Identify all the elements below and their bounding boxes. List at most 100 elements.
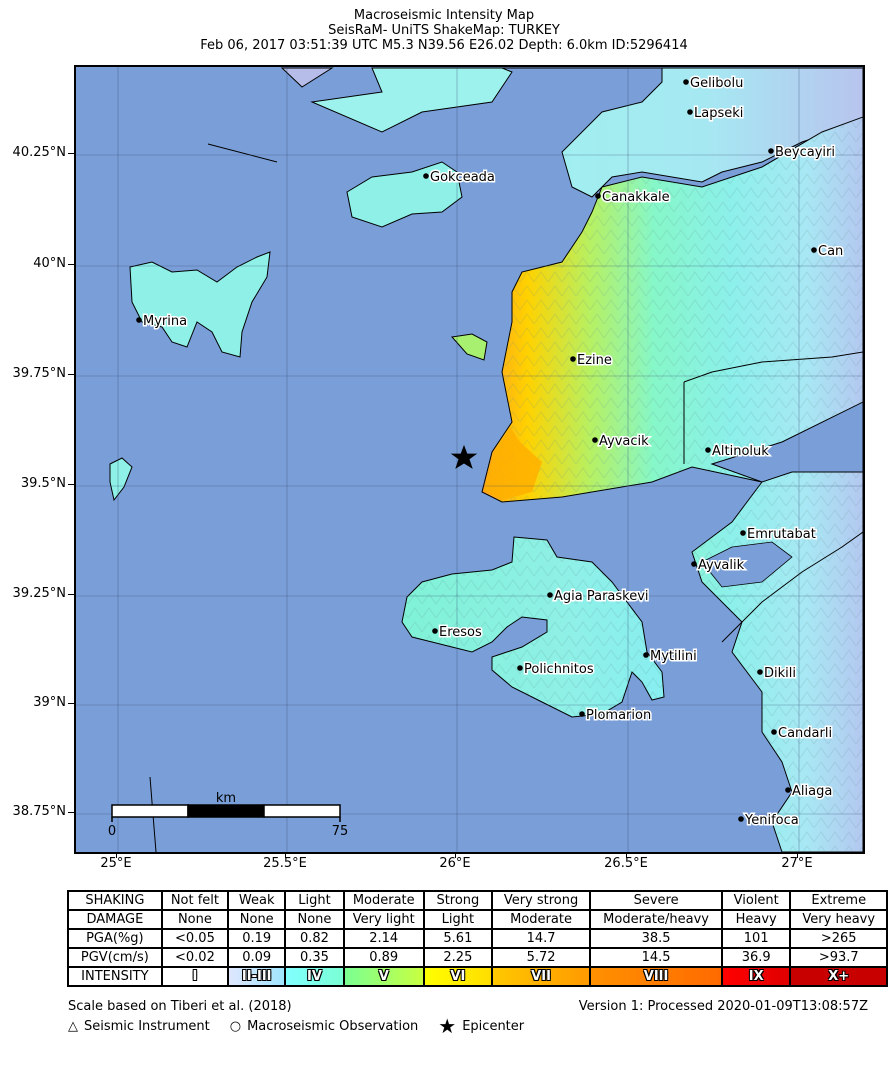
- legend-cell: Moderate/heavy: [589, 909, 723, 930]
- city-marker[interactable]: Ayvalik: [691, 557, 746, 575]
- legend-cell: None: [227, 909, 287, 930]
- city-marker[interactable]: Candarli: [771, 725, 834, 743]
- city-dot-icon: [683, 79, 689, 85]
- symbol-legend: △ Seismic Instrument ○ Macroseismic Observa…: [68, 1014, 538, 1038]
- city-marker[interactable]: Gokceada: [423, 169, 496, 187]
- city-label: Ayvacik: [599, 434, 649, 449]
- legend-row-label: INTENSITY: [67, 966, 163, 987]
- legend-cell: 5.61: [422, 928, 493, 949]
- city-marker[interactable]: Aliaga: [785, 783, 834, 801]
- lat-label: 40°N: [33, 256, 66, 271]
- lon-label: 27°E: [781, 856, 813, 871]
- title-line-2: SeisRaM- UniTS ShakeMap: TURKEY: [328, 23, 560, 38]
- land-north-islet: [280, 67, 334, 88]
- epicenter-star-icon[interactable]: [450, 444, 478, 469]
- lat-label: 39.5°N: [20, 476, 66, 491]
- city-marker[interactable]: Ezine: [570, 352, 613, 370]
- city-marker[interactable]: Agia Paraskevi: [547, 588, 650, 606]
- province-boundary: [721, 531, 863, 643]
- city-label: Canakkale: [602, 190, 670, 205]
- legend-cell: 0.35: [284, 947, 345, 968]
- relief-overlay: [402, 537, 664, 717]
- map-canvas: Gelibolu Lapseki Beycayiri Gokceada Canakkal…: [76, 67, 863, 852]
- lat-tick: [68, 703, 74, 704]
- city-dot-icon: [687, 109, 693, 115]
- city-marker[interactable]: Ayvacik: [592, 433, 651, 451]
- star-icon: ★: [438, 1014, 457, 1038]
- intensity-row: INTENSITY I II-III IV V VI VII VIII IX X+: [67, 966, 888, 987]
- city-marker[interactable]: Emrutabat: [740, 526, 817, 544]
- city-marker[interactable]: Can: [811, 243, 845, 261]
- city-marker[interactable]: Eresos: [432, 624, 483, 642]
- lon-tick: [455, 852, 456, 858]
- city-marker[interactable]: Polichnitos: [517, 661, 595, 679]
- city-dot-icon: [705, 447, 711, 453]
- city-dot-icon: [579, 711, 585, 717]
- land-agios-efstratios: [109, 457, 133, 502]
- intensity-swatch: V: [342, 966, 425, 987]
- lat-tick: [68, 153, 74, 154]
- relief-overlay: [482, 117, 863, 852]
- legend-cell: 2.14: [342, 928, 425, 949]
- city-dot-icon: [771, 729, 777, 735]
- city-label: Mytilini: [650, 649, 697, 664]
- legend-cell: 0.82: [284, 928, 345, 949]
- city-dot-icon: [136, 317, 142, 323]
- city-marker[interactable]: Myrina: [136, 313, 189, 331]
- intensity-vi-zone: [484, 427, 542, 500]
- symbol-label: Epicenter: [462, 1018, 525, 1034]
- city-dot-icon: [691, 561, 697, 567]
- symbol-label: Seismic Instrument: [84, 1018, 210, 1034]
- legend-cell: Very strong: [490, 890, 592, 911]
- city-dot-icon: [547, 592, 553, 598]
- legend-cell: 0.19: [227, 928, 287, 949]
- lat-tick: [68, 812, 74, 813]
- legend-cell: Moderate: [490, 909, 592, 930]
- legend-row: PGA(%g) <0.05 0.19 0.82 2.14 5.61 14.7 38.5 101 >…: [67, 928, 888, 949]
- city-marker[interactable]: Altinoluk: [705, 443, 771, 461]
- scale-unit: km: [216, 791, 236, 806]
- legend-cell: >93.7: [789, 947, 888, 968]
- intensity-swatch: X+: [789, 966, 888, 987]
- lat-tick: [68, 374, 74, 375]
- city-marker[interactable]: Lapseki: [687, 105, 745, 123]
- legend-row-label: DAMAGE: [67, 909, 163, 930]
- lon-tick: [797, 852, 798, 858]
- city-dot-icon: [811, 247, 817, 253]
- city-label: Dikili: [764, 666, 796, 681]
- lat-tick: [68, 484, 74, 485]
- city-marker[interactable]: Yenifoca: [738, 812, 800, 830]
- city-label: Gelibolu: [690, 76, 743, 91]
- lon-tick: [285, 852, 286, 858]
- land-lemnos: [129, 251, 271, 358]
- legend-cell: Severe: [589, 890, 723, 911]
- city-marker[interactable]: Beycayiri: [768, 144, 837, 162]
- city-dot-icon: [738, 816, 744, 822]
- city-dot-icon: [757, 669, 763, 675]
- legend-cell: Weak: [227, 890, 287, 911]
- city-marker[interactable]: Dikili: [757, 665, 798, 683]
- legend-cell: 5.72: [490, 947, 592, 968]
- land-bozcaada: [451, 333, 488, 361]
- intensity-legend: SHAKING Not felt Weak Light Moderate Strong Ve…: [67, 890, 888, 987]
- province-boundary: [683, 351, 863, 383]
- city-marker[interactable]: Plomarion: [579, 707, 653, 725]
- city-marker[interactable]: Canakkale: [595, 189, 671, 207]
- intensity-swatch: II-III: [227, 966, 287, 987]
- city-label: Beycayiri: [775, 145, 835, 160]
- city-marker[interactable]: Gelibolu: [683, 75, 745, 93]
- intensity-swatch: VII: [490, 966, 592, 987]
- legend-cell: Violent: [720, 890, 792, 911]
- legend-cell: Very heavy: [789, 909, 888, 930]
- map-frame: Gelibolu Lapseki Beycayiri Gokceada Canakkal…: [74, 65, 865, 854]
- lat-tick: [68, 264, 74, 265]
- legend-cell: Extreme: [789, 890, 888, 911]
- lon-label: 25.5°E: [263, 856, 307, 871]
- city-label: Aliaga: [792, 784, 832, 799]
- city-marker[interactable]: Mytilini: [643, 648, 698, 666]
- legend-row-label: SHAKING: [67, 890, 163, 911]
- city-label: Myrina: [143, 314, 187, 329]
- city-dot-icon: [517, 665, 523, 671]
- scale-end: 75: [332, 824, 349, 839]
- ayvalik-bay: [701, 541, 793, 588]
